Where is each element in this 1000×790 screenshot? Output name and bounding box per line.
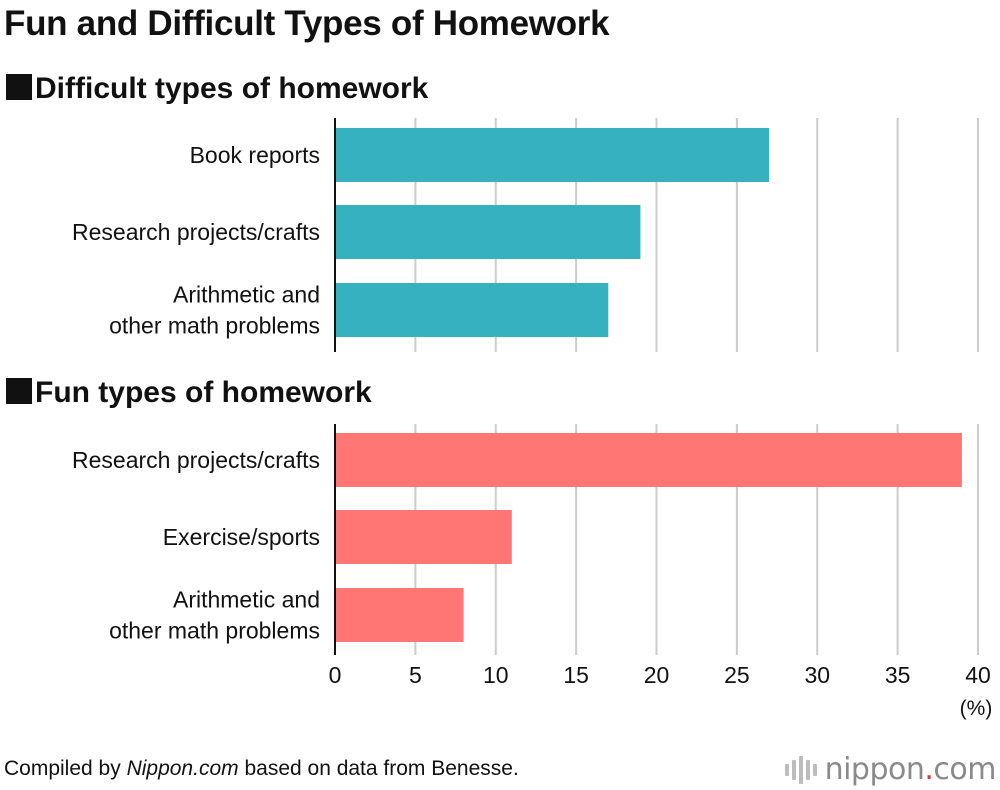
x-tick-label: 35 xyxy=(885,662,911,688)
category-label-difficult-2: Arithmetic and xyxy=(173,282,320,308)
bar-fun-1 xyxy=(335,510,512,564)
bar-fun-0 xyxy=(335,433,962,487)
source-prefix: Compiled by xyxy=(4,757,127,780)
bar-difficult-1 xyxy=(335,205,641,259)
x-tick-label: 0 xyxy=(329,662,342,688)
x-tick-label: 40 xyxy=(965,662,991,688)
x-tick-label: 15 xyxy=(563,662,589,688)
source-note: Compiled by Nippon.com based on data fro… xyxy=(4,757,519,781)
category-label-fun-2: other math problems xyxy=(109,618,320,644)
bar-difficult-0 xyxy=(335,128,770,182)
chart-title: Fun and Difficult Types of Homework xyxy=(4,4,610,43)
x-tick-label: 5 xyxy=(409,662,422,688)
section-title-fun: Fun types of homework xyxy=(6,376,372,410)
square-bullet-icon xyxy=(6,74,32,100)
category-label-difficult-0: Book reports xyxy=(190,142,320,168)
bar-fun-2 xyxy=(335,588,464,642)
x-tick-label: 25 xyxy=(724,662,750,688)
logo-tld: com xyxy=(933,752,996,787)
x-axis-unit: (%) xyxy=(960,697,993,720)
x-tick-label: 10 xyxy=(483,662,509,688)
category-label-fun-1: Exercise/sports xyxy=(163,524,320,550)
nippon-logo: nippon.com xyxy=(784,752,997,787)
category-label-difficult-1: Research projects/crafts xyxy=(72,219,320,245)
section-title-difficult-text: Difficult types of homework xyxy=(35,72,429,105)
x-tick-label: 30 xyxy=(804,662,830,688)
square-bullet-icon xyxy=(6,378,32,404)
section-title-fun-text: Fun types of homework xyxy=(35,376,372,409)
source-suffix: based on data from Benesse. xyxy=(238,757,519,780)
bar-difficult-2 xyxy=(335,283,609,337)
logo-name: nippon xyxy=(824,752,925,787)
source-site: Nippon.com xyxy=(126,757,239,780)
logo-dot: . xyxy=(924,752,934,787)
logo-bars-icon xyxy=(784,755,817,784)
category-label-fun-0: Research projects/crafts xyxy=(72,447,320,473)
section-title-difficult: Difficult types of homework xyxy=(6,72,428,106)
category-label-fun-2: Arithmetic and xyxy=(173,587,320,613)
x-tick-label: 20 xyxy=(644,662,670,688)
category-label-difficult-2: other math problems xyxy=(109,313,320,339)
logo-wordmark: nippon.com xyxy=(824,752,997,787)
